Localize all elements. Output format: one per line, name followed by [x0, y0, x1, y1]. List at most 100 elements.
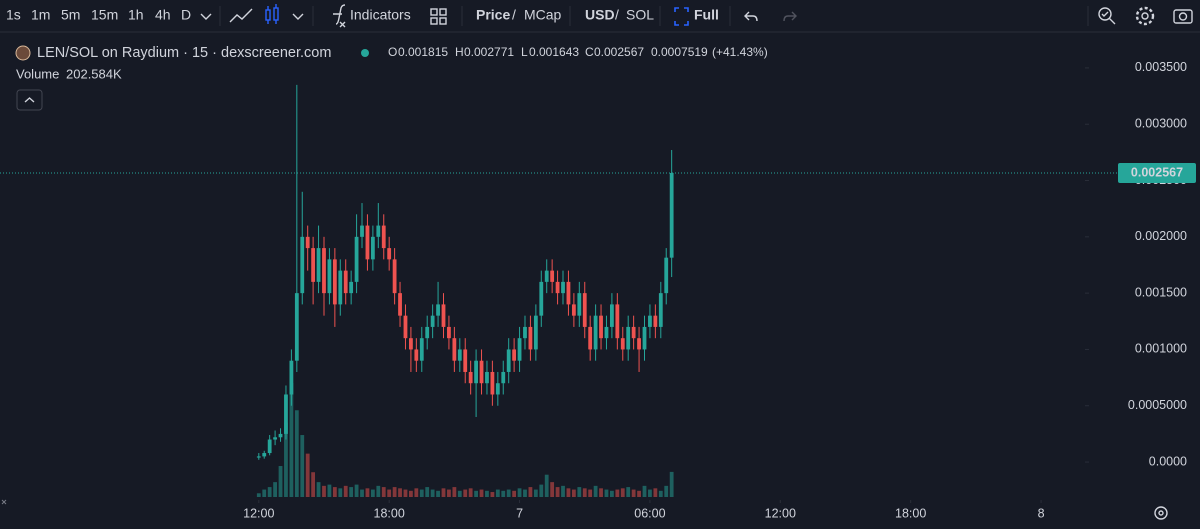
candle-body — [343, 270, 348, 294]
volume-bar — [409, 490, 413, 497]
volume-bar — [571, 489, 576, 497]
mcap-toggle[interactable]: MCap — [524, 7, 562, 23]
volume-bar — [593, 485, 598, 497]
volume-bar — [588, 489, 593, 497]
collapse-button[interactable] — [16, 89, 43, 111]
interval-button[interactable]: 4h — [155, 7, 171, 23]
volume-bar — [544, 474, 549, 497]
volume-bar — [349, 487, 354, 497]
volume-bar — [620, 488, 625, 497]
volume-bar — [523, 489, 527, 497]
volume-bar — [604, 489, 609, 497]
candle-body — [626, 326, 631, 350]
layout-icon[interactable] — [430, 8, 447, 25]
candle-body — [452, 338, 457, 361]
sol-toggle[interactable]: SOL — [626, 7, 654, 23]
fullscreen-icon[interactable] — [674, 7, 689, 26]
legend-change: 0.0007519 — [651, 45, 708, 59]
volume-bar — [387, 489, 392, 497]
interval-button[interactable]: 1m — [31, 7, 50, 23]
volume-bar — [338, 488, 343, 497]
volume-bar — [512, 490, 517, 497]
candle-body — [468, 371, 473, 384]
x-tick-label: 06:00 — [634, 506, 665, 520]
volume-bar — [365, 488, 370, 497]
candle-body — [539, 281, 544, 316]
volume-bar — [441, 488, 446, 497]
candle-body — [533, 315, 538, 350]
candle-body — [610, 304, 614, 327]
candle-body — [414, 349, 419, 361]
legend-value: 0.002771 — [464, 45, 514, 59]
legend-change-pct: (+41.43%) — [712, 45, 768, 59]
candle-body — [566, 281, 571, 305]
volume-bar — [577, 487, 582, 497]
axis-gear — [1154, 506, 1168, 520]
legend-value: 0.001815 — [398, 45, 448, 59]
candle-body — [447, 326, 451, 339]
volume-bar — [642, 485, 647, 497]
line-chart-icon[interactable] — [229, 8, 253, 23]
candle-body — [658, 293, 663, 327]
settings-icon[interactable] — [1135, 6, 1155, 26]
indicators-icon[interactable] — [333, 4, 346, 28]
candle-body — [332, 259, 337, 305]
candle-body — [327, 259, 332, 294]
axis-settings-icon[interactable] — [1154, 506, 1168, 520]
full-button[interactable]: Full — [694, 7, 719, 23]
candle-body — [457, 349, 462, 361]
gear-teeth — [1135, 6, 1155, 26]
redo-icon[interactable] — [783, 11, 797, 22]
candle-body — [322, 248, 326, 294]
candle-body — [593, 315, 598, 350]
volume-bar — [653, 488, 658, 497]
legend-label: O — [388, 45, 397, 59]
candle-body — [441, 304, 446, 327]
volume-bar — [398, 488, 402, 497]
candle-body — [294, 293, 299, 361]
candle-body — [479, 360, 484, 384]
candle-body — [360, 225, 364, 237]
x-tick-label: 18:00 — [895, 506, 926, 520]
y-tick-label: 0.003500 — [1135, 60, 1187, 74]
volume-bar — [436, 490, 440, 497]
scroll-arrow[interactable] — [1, 499, 7, 505]
volume-bar — [311, 472, 316, 497]
interval-button[interactable]: 1s — [6, 7, 21, 23]
interval-button[interactable]: 5m — [61, 7, 80, 23]
last-price-label: 0.002567 — [1131, 165, 1183, 179]
candle-body — [403, 315, 408, 339]
candle-body — [311, 248, 316, 282]
interval-button[interactable]: 1h — [128, 7, 144, 23]
candle-body — [256, 456, 261, 458]
candle-body — [387, 248, 392, 260]
volume-bar — [419, 489, 424, 497]
gear-center — [1141, 12, 1149, 20]
undo-icon[interactable] — [744, 11, 758, 22]
candle-body — [604, 326, 609, 339]
candle-body — [582, 293, 587, 327]
interval-button[interactable]: D — [181, 7, 191, 23]
camera-icon[interactable] — [1173, 9, 1193, 24]
legend-label: L — [521, 45, 528, 59]
candle-body — [267, 439, 272, 454]
interval-dropdown[interactable] — [200, 13, 212, 20]
chart-type-dropdown[interactable] — [292, 13, 304, 20]
volume-bar — [658, 490, 663, 497]
interval-button[interactable]: 15m — [91, 7, 118, 23]
candle-body — [409, 338, 413, 350]
price-toggle[interactable]: Price — [476, 7, 510, 23]
candle-icon[interactable] — [265, 4, 279, 24]
volume-bar — [637, 490, 641, 497]
usd-toggle[interactable]: USD — [585, 7, 615, 23]
y-tick-label: 0.003000 — [1135, 117, 1187, 131]
layout-icon-cell — [430, 17, 438, 25]
candle-body — [381, 225, 386, 249]
candle-body — [474, 360, 478, 384]
indicators-button[interactable]: Indicators — [350, 7, 411, 23]
y-tick-label: 0.0005000 — [1128, 398, 1187, 412]
snapshot-search-icon[interactable] — [1098, 7, 1116, 25]
y-tick-label: 0.001000 — [1135, 342, 1187, 356]
volume-bar — [664, 485, 669, 497]
